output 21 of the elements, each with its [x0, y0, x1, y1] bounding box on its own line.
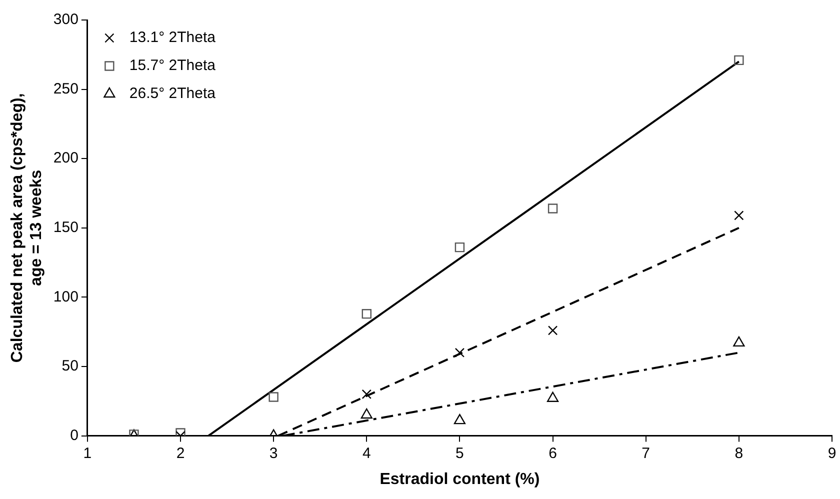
y-tick-label: 200 [53, 150, 78, 167]
x-axis-title: Estradiol content (%) [380, 470, 540, 488]
x-tick-label: 6 [548, 444, 557, 462]
x-tick-label: 2 [176, 444, 185, 462]
x-tick-label: 7 [642, 444, 650, 462]
y-tick-label: 50 [62, 358, 78, 375]
x-tick-label: 5 [456, 444, 464, 462]
x-tick-label: 3 [269, 444, 278, 462]
x-tick-label: 8 [734, 444, 744, 462]
x-tick-label: 4 [362, 444, 371, 462]
y-tick-label: 0 [70, 426, 78, 444]
x-tick-label: 1 [83, 444, 92, 462]
y-tick-label: 150 [53, 219, 78, 236]
y-tick-label: 300 [53, 11, 78, 28]
legend-label: 15.7° 2Theta [129, 57, 216, 74]
legend-label: 26.5° 2Theta [129, 85, 216, 102]
y-axis-title: Calculated net peak area (cps*deg), age = 13 weeks [9, 93, 46, 363]
legend-label: 13.1° 2Theta [129, 29, 216, 46]
x-tick-label: 9 [828, 444, 836, 462]
y-tick-label: 250 [53, 80, 78, 98]
y-tick-label: 100 [53, 288, 78, 306]
